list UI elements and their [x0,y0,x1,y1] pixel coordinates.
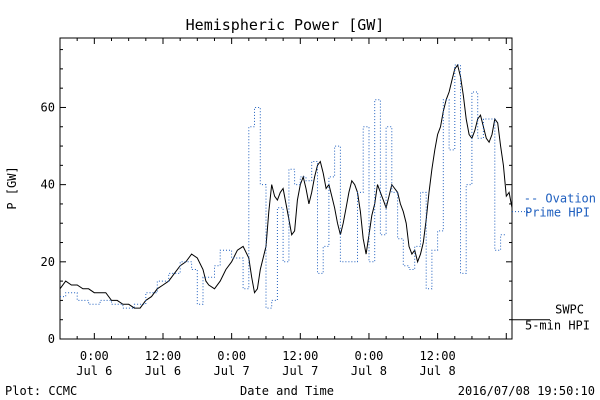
x-tick-label-date: Jul 7 [282,364,318,378]
plot-axes [59,37,513,340]
y-axis-ticks: 0 20 40 60 [41,49,512,346]
x-tick-label-time: 0:00 [355,349,384,363]
x-tick-label-time: 12:00 [420,349,456,363]
series-label: Prime HPI [525,206,590,220]
x-tick-label-date: Jul 6 [145,364,181,378]
y-tick-label: 40 [41,178,55,192]
x-tick-label-date: Jul 6 [76,364,112,378]
series-layer [59,63,513,309]
plot-timestamp: 2016/07/08 19:50:10 [458,384,595,398]
y-tick-label: 0 [48,332,55,346]
x-tick-label-time: 12:00 [145,349,181,363]
series-label: SWPC [555,303,584,317]
series-label: 5-min HPI [525,319,590,333]
x-tick-label-time: 0:00 [80,349,109,363]
series-line-1 [60,64,507,309]
plot-credit: Plot: CCMC [5,384,77,398]
y-tick-label: 20 [41,255,55,269]
x-tick-label-date: Jul 8 [420,364,456,378]
series-line-0 [59,63,513,309]
chart-title: Hemispheric Power [GW] [186,16,385,34]
x-tick-label-time: 0:00 [217,349,246,363]
y-axis-label: P [GW] [5,166,19,209]
x-tick-label-date: Jul 8 [351,364,387,378]
series-label: -- Ovation [524,192,596,206]
x-tick-label-date: Jul 7 [214,364,250,378]
x-tick-label-time: 12:00 [282,349,318,363]
y-tick-label: 60 [41,100,55,114]
plot-frame [59,37,513,340]
x-axis-label: Date and Time [240,384,334,398]
